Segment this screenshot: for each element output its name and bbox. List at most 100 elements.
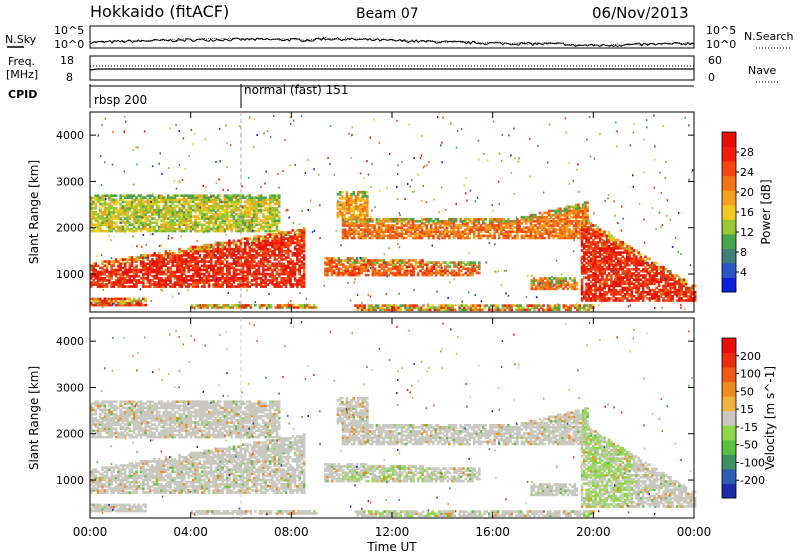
heatmap-cell	[345, 207, 349, 211]
heatmap-cell	[133, 215, 136, 218]
heatmap-cell	[135, 279, 138, 282]
heatmap-cell	[603, 234, 606, 238]
heatmap-cell	[534, 220, 537, 223]
heatmap-cell	[563, 211, 567, 215]
heatmap-cell	[124, 303, 127, 307]
heatmap-cell	[221, 277, 224, 280]
heatmap-cell	[114, 274, 118, 278]
heatmap-cell	[352, 193, 355, 196]
heatmap-cell	[477, 220, 481, 223]
heatmap-cell	[235, 258, 238, 261]
heatmap-cell	[146, 208, 150, 212]
heatmap-cell	[436, 236, 440, 240]
heatmap-cell	[119, 204, 122, 208]
heatmap-cell	[568, 211, 571, 215]
heatmap-cell	[144, 299, 147, 303]
heatmap-cell	[223, 208, 227, 212]
heatmap-cell	[230, 283, 233, 286]
heatmap-cell	[380, 220, 383, 223]
heatmap-cell	[500, 230, 503, 234]
heatmap-cell	[359, 203, 362, 206]
heatmap-cell	[176, 256, 179, 259]
heatmap-cell	[547, 211, 551, 215]
heatmap-cell	[155, 274, 159, 278]
heatmap-cell	[160, 258, 163, 261]
heatmap-cell	[596, 228, 600, 231]
heatmap-cell	[678, 295, 681, 298]
heatmap-cell	[114, 297, 118, 301]
heatmap-cell	[269, 304, 273, 307]
heatmap-cell	[392, 261, 395, 264]
heatmap-cell	[101, 285, 104, 288]
heatmap-cell	[678, 280, 681, 284]
heatmap-cell	[121, 277, 125, 280]
heatmap-cell	[554, 211, 558, 215]
heatmap-cell	[527, 218, 530, 221]
heatmap-cell	[617, 261, 620, 265]
heatmap-cell	[187, 260, 190, 263]
heatmap-cell	[538, 230, 542, 234]
heatmap-cell	[619, 280, 622, 284]
heatmap-cell	[396, 228, 399, 231]
heatmap-cell	[148, 200, 152, 204]
heatmap-cell	[182, 277, 186, 280]
heatmap-cell	[130, 270, 134, 274]
heatmap-cell	[671, 299, 674, 302]
heatmap-cell	[675, 290, 679, 294]
heatmap-cell	[455, 265, 458, 268]
heatmap-cell	[628, 257, 631, 261]
heatmap-cell	[264, 272, 267, 276]
heatmap-cell	[207, 281, 211, 284]
heatmap-cell	[298, 254, 301, 257]
heatmap-cell	[375, 234, 379, 238]
heatmap-cell	[420, 228, 424, 231]
heatmap-cell	[300, 274, 304, 278]
heatmap-cell	[176, 260, 179, 263]
heatmap-cell	[416, 273, 420, 277]
heatmap-cell	[137, 215, 141, 218]
heatmap-cell	[250, 247, 254, 251]
heatmap-cell	[509, 234, 512, 238]
heatmap-cell	[124, 299, 127, 303]
heatmap-cell	[198, 281, 202, 284]
heatmap-cell	[137, 274, 141, 278]
heatmap-cell	[583, 222, 586, 225]
heatmap-cell	[280, 247, 283, 251]
heatmap-cell	[529, 234, 533, 238]
heatmap-cell	[653, 293, 656, 296]
heatmap-cell	[498, 224, 501, 227]
heatmap-cell	[288, 304, 291, 307]
heatmap-cell	[216, 245, 220, 249]
heatmap-cell	[185, 252, 188, 255]
heatmap-cell	[105, 194, 109, 197]
heatmap-cell	[682, 290, 686, 294]
heatmap-cell	[614, 293, 618, 296]
heatmap-cell	[635, 276, 638, 279]
heatmap-cell	[112, 270, 116, 274]
heatmap-cell	[363, 203, 367, 206]
heatmap-cell	[536, 218, 539, 221]
heatmap-cell	[146, 279, 150, 282]
heatmap-cell	[348, 195, 351, 198]
cpid-segment-normal: normal (fast) 151	[244, 83, 348, 97]
heatmap-cell	[411, 228, 415, 231]
heatmap-cell	[430, 273, 433, 277]
heatmap-cell	[167, 283, 170, 286]
heatmap-cell	[651, 263, 654, 267]
heatmap-cell	[90, 223, 93, 227]
heatmap-cell	[543, 220, 546, 223]
heatmap-cell	[563, 228, 567, 231]
heatmap-cell	[585, 249, 588, 252]
heatmap-cell	[287, 279, 290, 282]
heatmap-cell	[612, 247, 615, 250]
heatmap-cell	[146, 217, 150, 220]
heatmap-cell	[273, 283, 276, 286]
heatmap-cell	[343, 236, 347, 240]
heatmap-cell	[219, 204, 222, 208]
heatmap-cell	[628, 255, 631, 259]
heatmap-cell	[271, 274, 274, 278]
heatmap-cell	[482, 228, 485, 231]
heatmap-cell	[293, 254, 297, 257]
heatmap-cell	[266, 272, 270, 276]
heatmap-cell	[103, 301, 107, 305]
